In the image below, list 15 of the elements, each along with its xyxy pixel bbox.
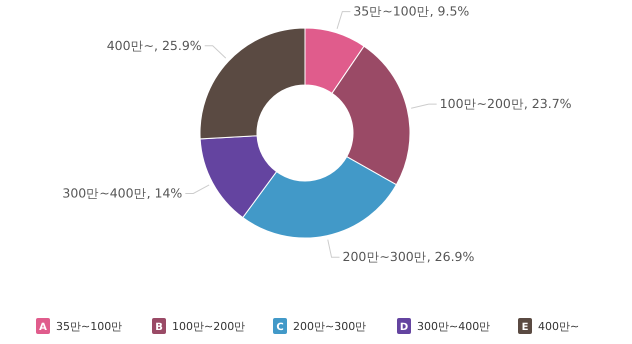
- legend-label: 100만~200만: [172, 320, 246, 333]
- legend-label: 400만~: [538, 320, 580, 333]
- text: E: [522, 322, 529, 333]
- data-label: 200만~300만, 26.9%: [342, 249, 475, 264]
- text: D: [400, 322, 408, 333]
- legend-label: 35만~100만: [56, 320, 122, 333]
- data-label: 300만~400만, 14%: [62, 185, 182, 200]
- legend-label: 300만~400만: [417, 320, 490, 333]
- data-label: 35만~100만, 9.5%: [353, 4, 470, 19]
- data-label: 400만~, 25.9%: [106, 38, 202, 53]
- text: A: [39, 322, 48, 333]
- legend-label: 200만~300만: [293, 320, 366, 333]
- text: C: [276, 322, 284, 333]
- text: B: [155, 322, 163, 333]
- data-label: 100만~200만, 23.7%: [440, 96, 572, 112]
